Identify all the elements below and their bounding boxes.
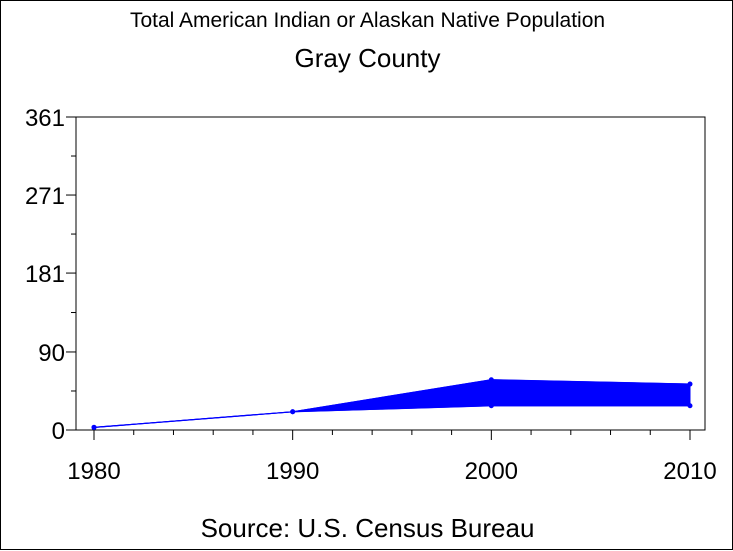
x-tick-label: 1980 (67, 458, 120, 485)
y-tick-label: 361 (25, 105, 65, 132)
data-marks (91, 377, 693, 430)
y-tick-label: 181 (25, 261, 65, 288)
y-tick-label: 0 (52, 418, 65, 445)
y-tick-label: 271 (25, 183, 65, 210)
y-axis: 0 90 181 271 361 (25, 105, 76, 445)
chart-subtitle: Gray County (294, 43, 441, 73)
data-point-lower (687, 403, 693, 409)
data-point-upper (687, 381, 693, 387)
x-axis: 1980 1990 2000 2010 (67, 430, 717, 485)
y-tick-label: 90 (38, 340, 65, 367)
x-tick-label: 1990 (266, 458, 319, 485)
data-point-lower (91, 424, 97, 430)
data-point-lower (290, 409, 296, 415)
x-tick-label: 2000 (465, 458, 518, 485)
x-tick-label: 2010 (663, 458, 716, 485)
series-line-lower (93, 405, 690, 428)
data-point-lower (488, 403, 494, 409)
source-note: Source: U.S. Census Bureau (200, 513, 535, 543)
minor-ticks (133, 430, 651, 435)
chart-title: Total American Indian or Alaskan Native … (129, 9, 606, 32)
data-point-upper (488, 377, 494, 383)
